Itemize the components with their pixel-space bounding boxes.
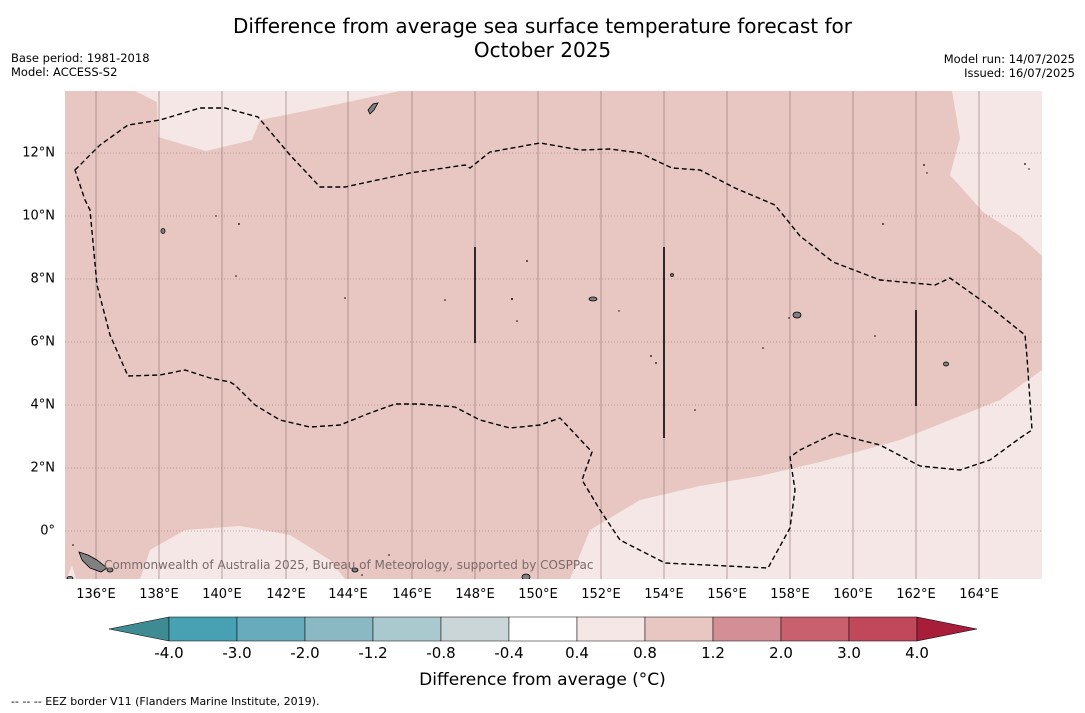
colorbar-tick: 0.4 [565,644,589,662]
anomaly-light-southwest [140,526,345,579]
colorbar-tick: -0.4 [494,644,524,662]
lon-label: 150°E [518,587,558,602]
colorbar-tick: 0.8 [633,644,657,662]
anomaly-light-southeast [570,370,1042,579]
colorbar-extend-low [108,616,170,642]
lon-label: 154°E [644,587,684,602]
title-line-2: October 2025 [473,38,612,62]
map-copyright: Commonwealth of Australia 2025, Bureau o… [104,558,594,572]
lon-label: 144°E [328,587,368,602]
colorbar-tick: 2.0 [769,644,793,662]
title-line-1: Difference from average sea surface temp… [232,14,852,38]
lon-label: 160°E [833,587,873,602]
lon-label: 164°E [959,587,999,602]
lat-label: 12°N [22,145,55,161]
colorbar-tick: 3.0 [837,644,861,662]
lon-label: 146°E [392,587,432,602]
small-islets [72,163,1030,576]
graticule [65,91,1042,579]
lon-label: 140°E [202,587,242,602]
meta-right: Model run: 14/07/2025 Issued: 16/07/2025 [944,52,1075,80]
lat-label: 0° [40,523,55,539]
colorbar-tick: 1.2 [701,644,725,662]
base-period: Base period: 1981-2018 [11,51,150,65]
anomaly-light-north [135,91,400,151]
lon-label: 152°E [581,587,621,602]
lon-label: 156°E [707,587,747,602]
colorbar-label: Difference from average (°C) [419,670,666,690]
vertical-markers [474,247,917,438]
anomaly-light-northeast [950,91,1042,256]
colorbar-extend-high [916,616,978,642]
model-run: Model run: 14/07/2025 [943,52,1075,66]
colorbar-tick: -1.2 [358,644,388,662]
lat-label: 10°N [22,208,55,224]
lat-label: 4°N [30,397,56,413]
colorbar-tick: -0.8 [426,644,456,662]
colorbar-tick: -2.0 [290,644,320,662]
lat-label: 8°N [30,271,56,287]
eez-footnote: -- -- -- EEZ border V11 (Flanders Marine… [11,695,320,708]
colorbar-tick: 4.0 [905,644,929,662]
issued-date: Issued: 16/07/2025 [964,66,1075,80]
lon-label: 138°E [139,587,179,602]
lon-label: 162°E [896,587,936,602]
lon-label: 136°E [76,587,116,602]
colorbar [108,616,978,642]
map-title: Difference from average sea surface temp… [0,14,1085,62]
lat-label: 6°N [30,334,56,350]
map-area [65,91,1042,579]
lat-label: 2°N [30,460,56,476]
meta-left: Base period: 1981-2018 Model: ACCESS-S2 [11,51,150,79]
model-name: Model: ACCESS-S2 [11,65,118,79]
lon-label: 142°E [266,587,306,602]
lon-label: 148°E [455,587,495,602]
lon-label: 158°E [770,587,810,602]
islands [66,102,949,579]
colorbar-tick: -4.0 [154,644,184,662]
colorbar-tick: -3.0 [222,644,252,662]
